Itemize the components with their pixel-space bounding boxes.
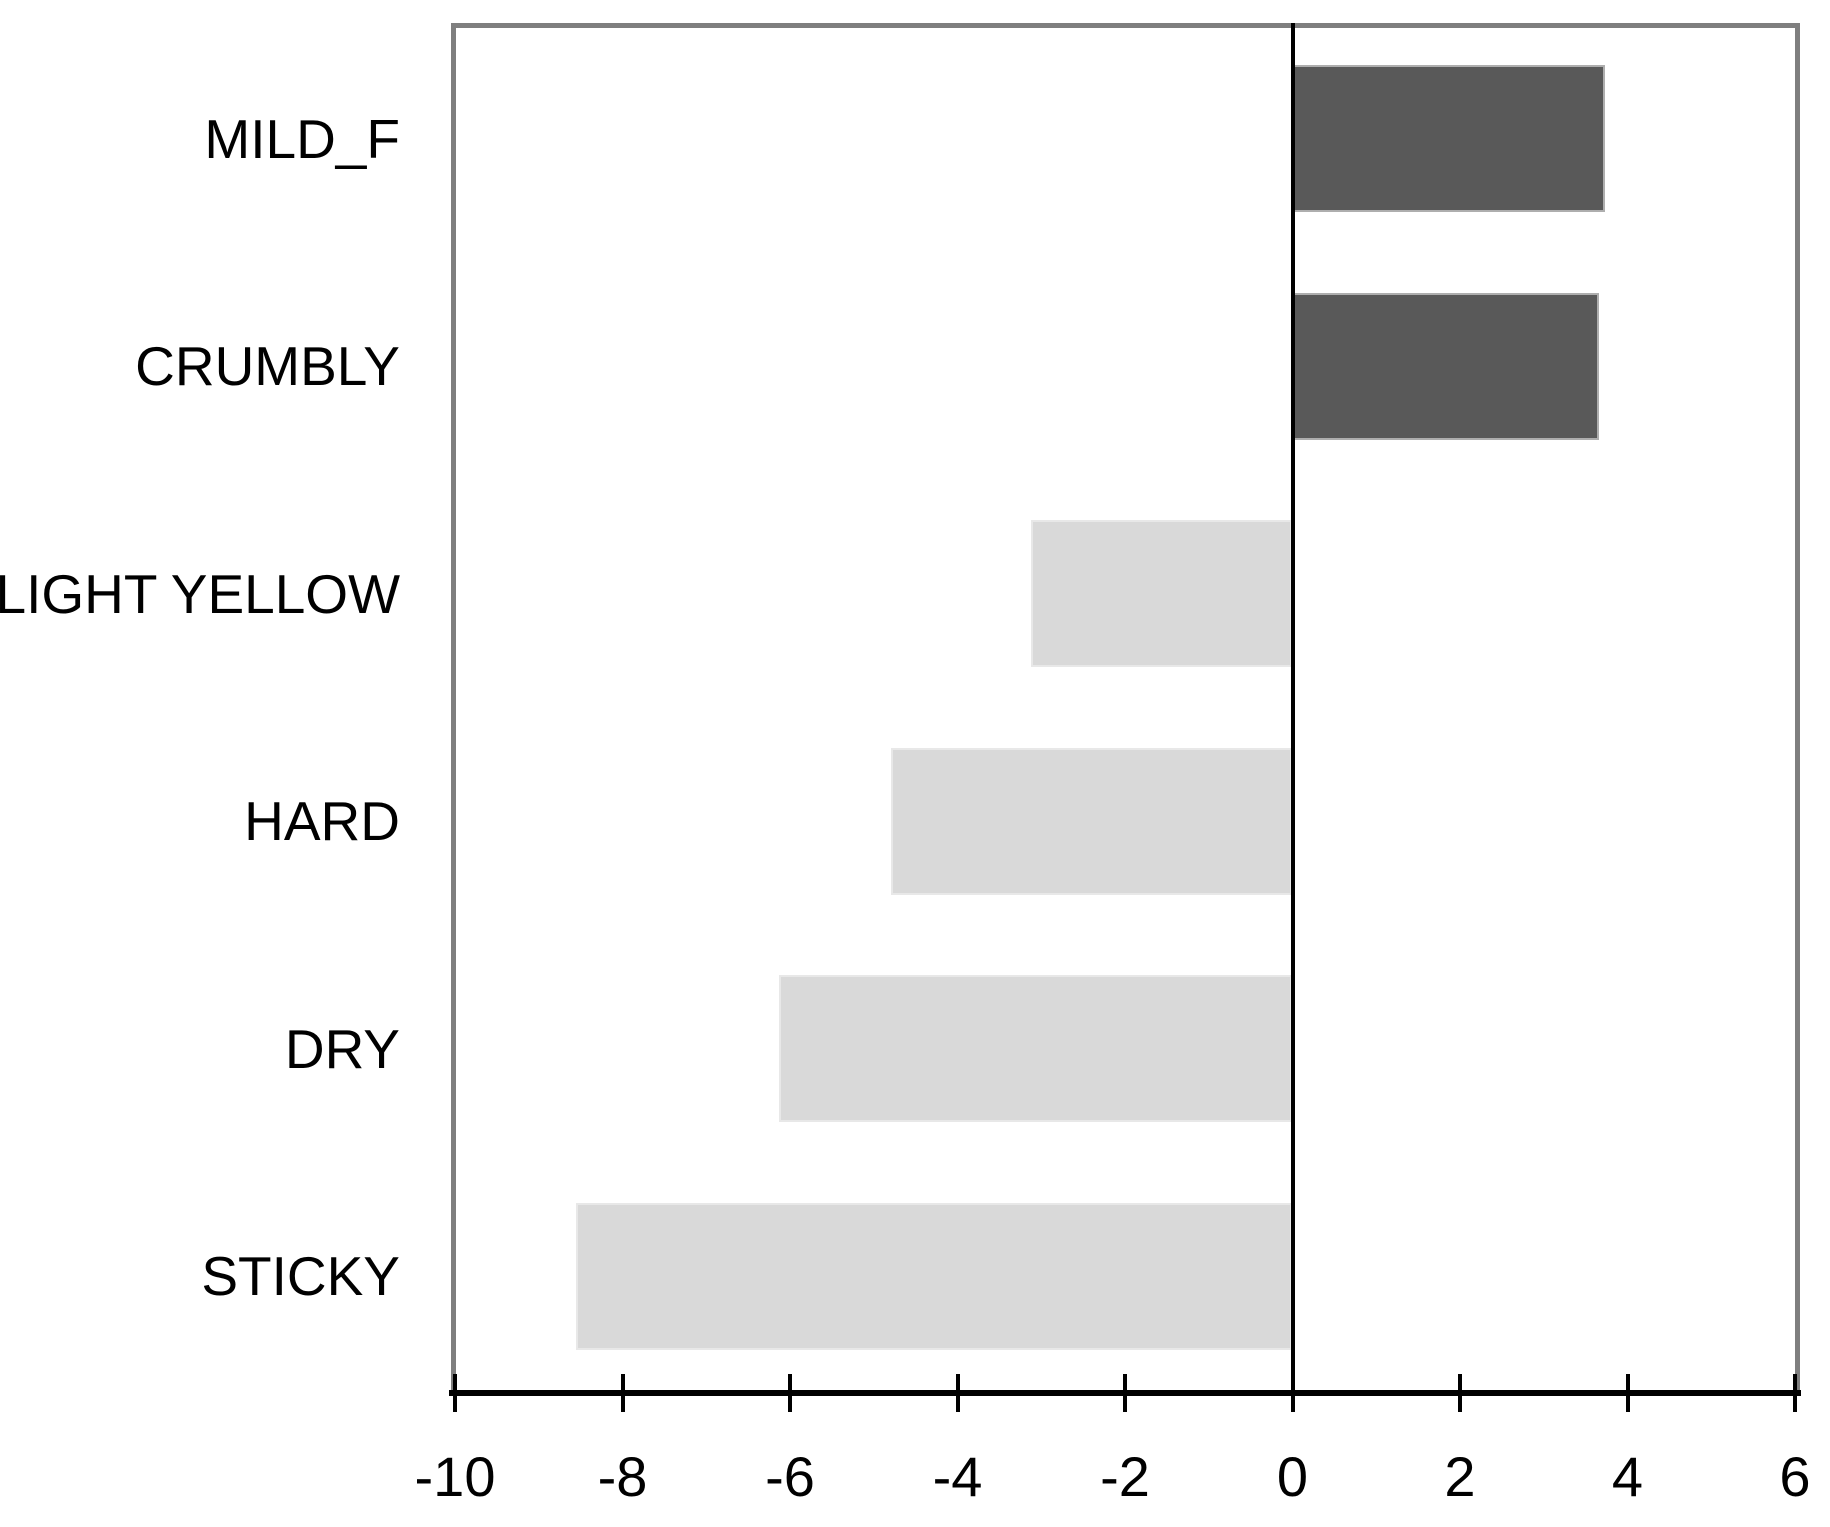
x-axis-tick-4 bbox=[1625, 1374, 1630, 1412]
x-axis-tick--10 bbox=[453, 1374, 457, 1412]
x-axis-tick-label--10: -10 bbox=[414, 1445, 496, 1508]
category-label-sticky: STICKY bbox=[201, 1245, 400, 1308]
x-axis-tick--8 bbox=[620, 1374, 625, 1412]
bar-crumbly bbox=[1292, 292, 1599, 440]
x-axis-tick-label-0: 0 bbox=[1276, 1445, 1309, 1508]
zero-baseline bbox=[1290, 23, 1295, 1412]
x-axis-tick--2 bbox=[1123, 1374, 1127, 1412]
bar-mild-f bbox=[1292, 65, 1605, 213]
plot-area-frame bbox=[451, 23, 1800, 1390]
x-axis-tick-label-6: 6 bbox=[1779, 1445, 1811, 1508]
category-label-crumbly: CRUMBLY bbox=[135, 335, 400, 398]
x-axis-tick-label--4: -4 bbox=[932, 1445, 983, 1508]
category-label-light-yellow: LIGHT YELLOW bbox=[0, 562, 400, 625]
x-axis-tick-label--8: -8 bbox=[597, 1445, 648, 1508]
bar-light-yellow bbox=[1031, 520, 1293, 668]
x-axis-tick--4 bbox=[955, 1374, 960, 1412]
x-axis-tick-label--6: -6 bbox=[765, 1445, 815, 1508]
x-axis-tick-6 bbox=[1793, 1374, 1797, 1412]
bar-hard bbox=[891, 747, 1293, 895]
category-label-hard: HARD bbox=[244, 790, 400, 853]
x-axis-tick--6 bbox=[788, 1374, 792, 1412]
category-label-mild-f: MILD_F bbox=[204, 107, 400, 170]
x-axis-tick-2 bbox=[1458, 1374, 1462, 1412]
x-axis-tick-label-4: 4 bbox=[1611, 1445, 1644, 1508]
x-axis-tick-label-2: 2 bbox=[1444, 1445, 1476, 1508]
x-axis-tick-label--2: -2 bbox=[1100, 1445, 1150, 1508]
bar-dry bbox=[779, 975, 1293, 1123]
category-label-dry: DRY bbox=[284, 1017, 400, 1080]
bar-sticky bbox=[576, 1202, 1293, 1350]
